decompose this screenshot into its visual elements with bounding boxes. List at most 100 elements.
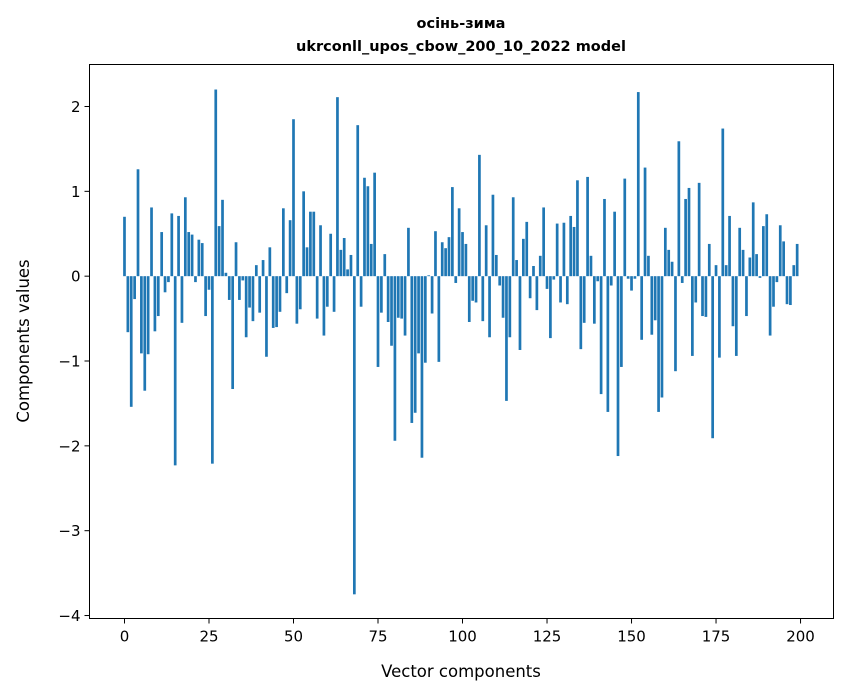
bar [315, 276, 319, 319]
bar [298, 276, 302, 310]
bar [620, 276, 623, 367]
bar [197, 239, 201, 277]
bar [505, 276, 508, 401]
bar [586, 176, 589, 277]
bar [778, 225, 782, 277]
x-tick-label: 150 [617, 628, 646, 646]
bar [339, 249, 343, 277]
bar [603, 198, 606, 277]
bar [231, 276, 235, 390]
bar [701, 276, 704, 317]
y-tick-label: 2 [71, 98, 81, 116]
bar [393, 276, 397, 441]
y-tick-label: −1 [58, 353, 80, 371]
bar [606, 276, 610, 412]
bar [650, 276, 654, 335]
bar [484, 225, 488, 277]
x-axis: 0 25 50 75 100 125 150 175 200 [120, 618, 815, 646]
bar [734, 276, 738, 356]
bar [282, 208, 285, 277]
bar [542, 207, 545, 277]
bar [278, 276, 282, 312]
bar [160, 232, 164, 277]
bar [545, 276, 549, 289]
bar [288, 220, 292, 277]
bar [491, 194, 495, 277]
bar [204, 276, 207, 317]
bar [741, 249, 745, 277]
bar [579, 276, 583, 350]
bar [292, 119, 295, 277]
bar [518, 276, 522, 350]
bar [559, 276, 562, 303]
bar [153, 276, 157, 332]
bar [183, 197, 187, 277]
bar [244, 276, 248, 338]
bar [336, 97, 339, 277]
bar [430, 276, 434, 314]
bar [346, 269, 349, 277]
bar [126, 276, 130, 333]
bar [731, 276, 735, 327]
bar [515, 260, 518, 277]
bar [265, 276, 268, 357]
bar [660, 276, 664, 398]
bar [494, 254, 498, 277]
bar [373, 172, 376, 277]
bar [194, 276, 197, 283]
bar [677, 141, 681, 277]
bar [214, 89, 218, 277]
bar [751, 202, 755, 277]
bar [538, 255, 542, 277]
bar [258, 276, 262, 313]
bar [403, 276, 407, 336]
bar [150, 207, 153, 277]
bar [437, 276, 441, 362]
bar [532, 265, 535, 277]
x-tick-label: 75 [368, 628, 387, 646]
bar [589, 255, 593, 277]
bar [684, 198, 687, 277]
bar [636, 92, 640, 277]
bar [285, 276, 289, 294]
bar [254, 265, 258, 277]
bar [190, 234, 194, 277]
bar [451, 187, 454, 277]
bar [410, 276, 414, 423]
bar [795, 243, 799, 277]
bar [140, 276, 143, 354]
bar [501, 276, 505, 318]
bar [609, 276, 613, 286]
x-tick-label: 50 [284, 628, 303, 646]
bar [792, 265, 796, 277]
x-axis-label: Vector components [381, 662, 541, 681]
bar [271, 276, 275, 328]
bar [572, 226, 576, 277]
bar [755, 254, 758, 277]
bar [467, 276, 471, 322]
bar [691, 276, 694, 356]
bar [758, 276, 762, 278]
bar [434, 231, 437, 277]
bar [711, 276, 715, 439]
bar [234, 242, 238, 277]
bar [721, 128, 725, 277]
bar [569, 215, 573, 277]
x-tick-label: 0 [120, 628, 130, 646]
bar [596, 276, 600, 282]
bar [400, 276, 404, 319]
bar [508, 276, 512, 338]
bar [592, 276, 596, 324]
bar [177, 215, 180, 277]
chart-title-line1: осінь-зима [417, 16, 506, 32]
bar [207, 276, 211, 290]
bar [657, 276, 660, 412]
bar [417, 276, 420, 354]
bar [525, 221, 529, 277]
y-tick-label: 1 [71, 183, 81, 201]
bar [765, 214, 769, 277]
bar [123, 216, 126, 277]
bar [670, 261, 674, 277]
bar [440, 242, 444, 277]
